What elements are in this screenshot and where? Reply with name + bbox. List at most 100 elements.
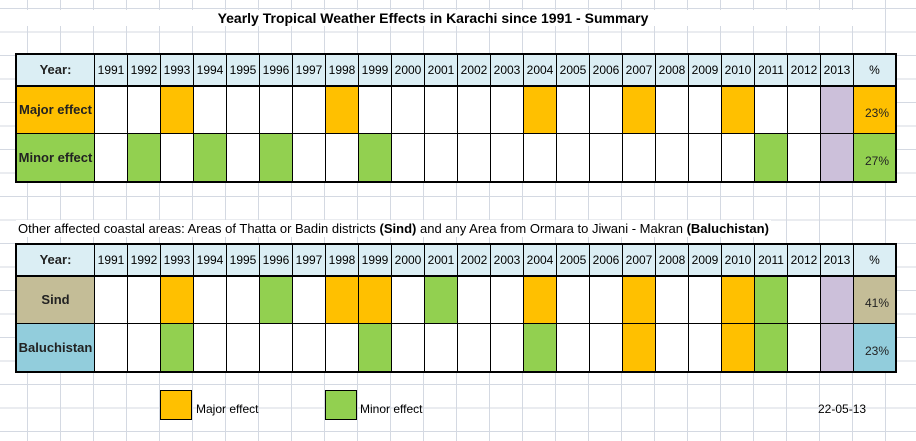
- empty-cell: [293, 87, 326, 134]
- year-header-cell: 1999: [359, 55, 392, 87]
- empty-cell: [557, 324, 590, 371]
- row-label: Minor effect: [17, 134, 95, 181]
- year-header-cell: 2001: [425, 245, 458, 277]
- empty-cell: [194, 277, 227, 324]
- empty-cell: [689, 134, 722, 181]
- year-header-cell: 2003: [491, 55, 524, 87]
- minor-effect-cell: [161, 324, 194, 371]
- year-header-cell: 1997: [293, 55, 326, 87]
- karachi-summary-table: Year: 1991 1992 1993 1994 1995 1996 1997 1998 199…: [15, 53, 897, 183]
- year-header-cell: 2009: [689, 55, 722, 87]
- empty-cell: [95, 87, 128, 134]
- year-header-cell: 2007: [623, 245, 656, 277]
- empty-cell: [260, 87, 293, 134]
- minor-effect-cell: [359, 324, 392, 371]
- empty-cell: [689, 277, 722, 324]
- year-header-cell: 2012: [788, 55, 821, 87]
- year-header-cell: 2007: [623, 55, 656, 87]
- date-label: 22-05-13: [818, 402, 867, 416]
- major-effect-cell: [359, 277, 392, 324]
- pending-year-cell: [821, 324, 854, 371]
- minor-effect-cell: [755, 324, 788, 371]
- empty-cell: [590, 87, 623, 134]
- legend-minor-swatch: [325, 390, 357, 420]
- empty-cell: [392, 324, 425, 371]
- minor-effect-cell: [260, 277, 293, 324]
- year-header-cell: 1991: [95, 245, 128, 277]
- empty-cell: [95, 134, 128, 181]
- empty-cell: [788, 134, 821, 181]
- year-header-cell: 2013: [821, 55, 854, 87]
- year-header-cell: 2013: [821, 245, 854, 277]
- year-header-cell: 1995: [227, 245, 260, 277]
- empty-cell: [590, 277, 623, 324]
- empty-cell: [491, 277, 524, 324]
- year-header-cell: 2009: [689, 245, 722, 277]
- empty-cell: [590, 134, 623, 181]
- coastal-areas-table: Year: 1991 1992 1993 1994 1995 1996 1997 1998 199…: [15, 243, 897, 373]
- major-effect-cell: [326, 277, 359, 324]
- year-header-cell: 1999: [359, 245, 392, 277]
- major-effect-cell: [326, 87, 359, 134]
- major-effect-cell: [524, 87, 557, 134]
- row-label: Major effect: [17, 87, 95, 134]
- empty-cell: [326, 134, 359, 181]
- year-header-cell: 2010: [722, 245, 755, 277]
- empty-cell: [755, 87, 788, 134]
- empty-cell: [95, 277, 128, 324]
- major-effect-cell: [161, 277, 194, 324]
- major-effect-cell: [722, 324, 755, 371]
- empty-cell: [392, 87, 425, 134]
- minor-effect-cell: [128, 134, 161, 181]
- year-header-cell: 2008: [656, 55, 689, 87]
- year-header-cell: 2006: [590, 245, 623, 277]
- empty-cell: [392, 134, 425, 181]
- pending-year-cell: [821, 134, 854, 181]
- year-header: Year:: [17, 55, 95, 87]
- year-header-cell: 1992: [128, 245, 161, 277]
- year-header-cell: 1994: [194, 55, 227, 87]
- percent-cell: 23%: [854, 87, 895, 134]
- year-header-cell: 1993: [161, 55, 194, 87]
- year-header-cell: 2012: [788, 245, 821, 277]
- empty-cell: [128, 324, 161, 371]
- year-header-cell: 1998: [326, 245, 359, 277]
- year-header-cell: 1998: [326, 55, 359, 87]
- empty-cell: [557, 277, 590, 324]
- empty-cell: [656, 87, 689, 134]
- empty-cell: [656, 277, 689, 324]
- empty-cell: [293, 324, 326, 371]
- minor-effect-cell: [425, 277, 458, 324]
- year-header-cell: 2008: [656, 245, 689, 277]
- empty-cell: [392, 277, 425, 324]
- pending-year-cell: [821, 87, 854, 134]
- year-header-cell: 2004: [524, 55, 557, 87]
- empty-cell: [689, 87, 722, 134]
- minor-effect-cell: [755, 134, 788, 181]
- year-header-cell: 2006: [590, 55, 623, 87]
- year-header-cell: 2001: [425, 55, 458, 87]
- empty-cell: [491, 324, 524, 371]
- empty-cell: [458, 134, 491, 181]
- percent-header: %: [854, 245, 895, 277]
- year-header-cell: 2003: [491, 245, 524, 277]
- major-effect-cell: [722, 87, 755, 134]
- legend-major-swatch: [160, 390, 192, 420]
- empty-cell: [788, 324, 821, 371]
- empty-cell: [359, 87, 392, 134]
- year-header-cell: 2000: [392, 55, 425, 87]
- year-header-cell: 2005: [557, 55, 590, 87]
- empty-cell: [227, 87, 260, 134]
- empty-cell: [458, 277, 491, 324]
- empty-cell: [557, 87, 590, 134]
- major-effect-cell: [623, 87, 656, 134]
- major-effect-cell: [722, 277, 755, 324]
- empty-cell: [491, 134, 524, 181]
- year-header-cell: 1991: [95, 55, 128, 87]
- percent-cell: 41%: [854, 277, 895, 324]
- percent-cell: 23%: [854, 324, 895, 371]
- year-header-cell: 2004: [524, 245, 557, 277]
- year-header-cell: 2002: [458, 245, 491, 277]
- empty-cell: [491, 87, 524, 134]
- year-header-cell: 1994: [194, 245, 227, 277]
